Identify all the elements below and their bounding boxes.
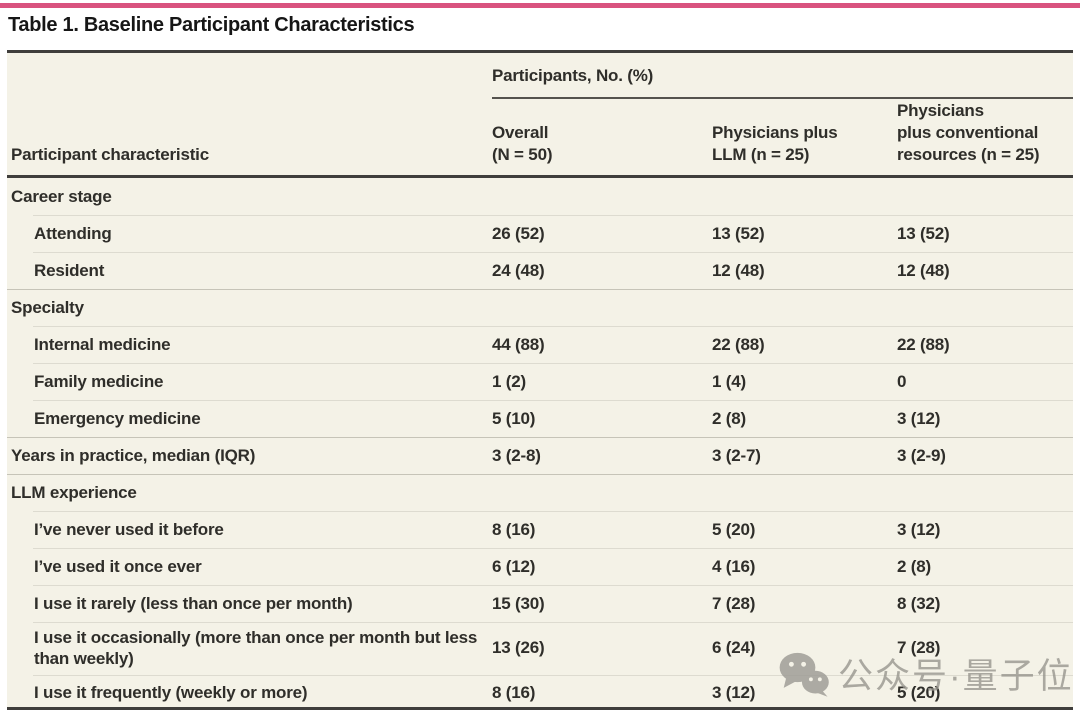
accent-bar	[0, 3, 1080, 8]
table-row: Attending 26 (52) 13 (52) 13 (52)	[7, 215, 1073, 252]
table-row: Internal medicine 44 (88) 22 (88) 22 (88…	[7, 326, 1073, 363]
table-row: I use it frequently (weekly or more) 8 (…	[7, 674, 1073, 712]
cell-physicians-conventional: 13 (52)	[897, 223, 950, 243]
row-label: I use it occasionally (more than once pe…	[34, 628, 478, 669]
table-row: I use it occasionally (more than once pe…	[7, 622, 1073, 675]
cell-physicians-plus-llm: 12 (48)	[712, 260, 765, 280]
row-label: Internal medicine	[34, 334, 171, 354]
table-row: Emergency medicine 5 (10) 2 (8) 3 (12)	[7, 400, 1073, 437]
cell-overall: 15 (30)	[492, 593, 545, 613]
cell-physicians-plus-llm: 3 (12)	[712, 683, 756, 702]
row-label: Specialty	[11, 297, 84, 317]
cell-overall: 24 (48)	[492, 260, 545, 280]
table-row: Family medicine 1 (2) 1 (4) 0	[7, 363, 1073, 400]
cell-overall: 26 (52)	[492, 223, 545, 243]
cell-physicians-conventional: 2 (8)	[897, 556, 931, 576]
cell-physicians-plus-llm: 2 (8)	[712, 408, 746, 428]
cell-overall: 3 (2-8)	[492, 445, 541, 465]
cell-physicians-conventional: 22 (88)	[897, 334, 950, 354]
row-label: Career stage	[11, 186, 112, 206]
cell-overall: 13 (26)	[492, 638, 545, 658]
cell-physicians-conventional: 5 (20)	[897, 683, 941, 702]
cell-physicians-plus-llm: 6 (24)	[712, 638, 756, 658]
column-header-physicians-plus-llm: Physicians plus LLM (n = 25)	[712, 122, 838, 164]
table-row: Career stage	[7, 178, 1073, 215]
row-label: I’ve used it once ever	[34, 556, 202, 576]
cell-physicians-plus-llm: 7 (28)	[712, 593, 756, 613]
table-row: I’ve never used it before 8 (16) 5 (20) …	[7, 511, 1073, 548]
cell-physicians-plus-llm: 22 (88)	[712, 334, 765, 354]
cell-physicians-conventional: 0	[897, 371, 907, 391]
cell-physicians-plus-llm: 1 (4)	[712, 371, 746, 391]
table-row: I’ve used it once ever 6 (12) 4 (16) 2 (…	[7, 548, 1073, 585]
cell-physicians-plus-llm: 13 (52)	[712, 223, 765, 243]
cell-overall: 8 (16)	[492, 683, 536, 702]
row-label: Years in practice, median (IQR)	[11, 445, 256, 465]
row-label: Resident	[34, 260, 105, 280]
cell-overall: 1 (2)	[492, 371, 526, 391]
cell-physicians-plus-llm: 4 (16)	[712, 556, 756, 576]
table-row: Specialty	[7, 289, 1073, 326]
row-header-label: Participant characteristic	[11, 144, 209, 164]
cell-physicians-plus-llm: 3 (2-7)	[712, 445, 761, 465]
row-label: LLM experience	[11, 482, 137, 502]
cell-overall: 44 (88)	[492, 334, 545, 354]
cell-physicians-conventional: 3 (2-9)	[897, 445, 946, 465]
cell-physicians-conventional: 8 (32)	[897, 593, 941, 613]
baseline-characteristics-table: Participants, No. (%) Participant charac…	[7, 50, 1073, 710]
cell-overall: 5 (10)	[492, 408, 536, 428]
row-label: I use it frequently (weekly or more)	[34, 683, 308, 703]
cell-overall: 6 (12)	[492, 556, 536, 576]
table-title: Table 1. Baseline Participant Characteri…	[8, 14, 415, 36]
column-header-overall: Overall (N = 50)	[492, 122, 553, 164]
cell-overall: 8 (16)	[492, 519, 536, 539]
row-label: Family medicine	[34, 371, 164, 391]
column-spanner: Participants, No. (%)	[492, 66, 654, 85]
row-label: I use it rarely (less than once per mont…	[34, 593, 353, 613]
table-header: Participants, No. (%) Participant charac…	[7, 53, 1073, 178]
row-label: Emergency medicine	[34, 408, 201, 428]
cell-physicians-conventional: 3 (12)	[897, 519, 941, 539]
cell-physicians-conventional: 12 (48)	[897, 260, 950, 280]
column-header-physicians-conventional: Physicians plus conventional resources (…	[897, 100, 1040, 164]
table-body: Career stage Attending 26 (52) 13 (52) 1…	[7, 178, 1073, 712]
cell-physicians-conventional: 7 (28)	[897, 638, 941, 658]
table-row: Resident 24 (48) 12 (48) 12 (48)	[7, 252, 1073, 289]
cell-physicians-conventional: 3 (12)	[897, 408, 941, 428]
table-row: LLM experience	[7, 474, 1073, 511]
row-label: Attending	[34, 223, 112, 243]
cell-physicians-plus-llm: 5 (20)	[712, 519, 756, 539]
spanner-underline	[492, 97, 1073, 99]
table-row: I use it rarely (less than once per mont…	[7, 585, 1073, 622]
row-label: I’ve never used it before	[34, 519, 224, 539]
table-row: Years in practice, median (IQR) 3 (2-8) …	[7, 437, 1073, 474]
